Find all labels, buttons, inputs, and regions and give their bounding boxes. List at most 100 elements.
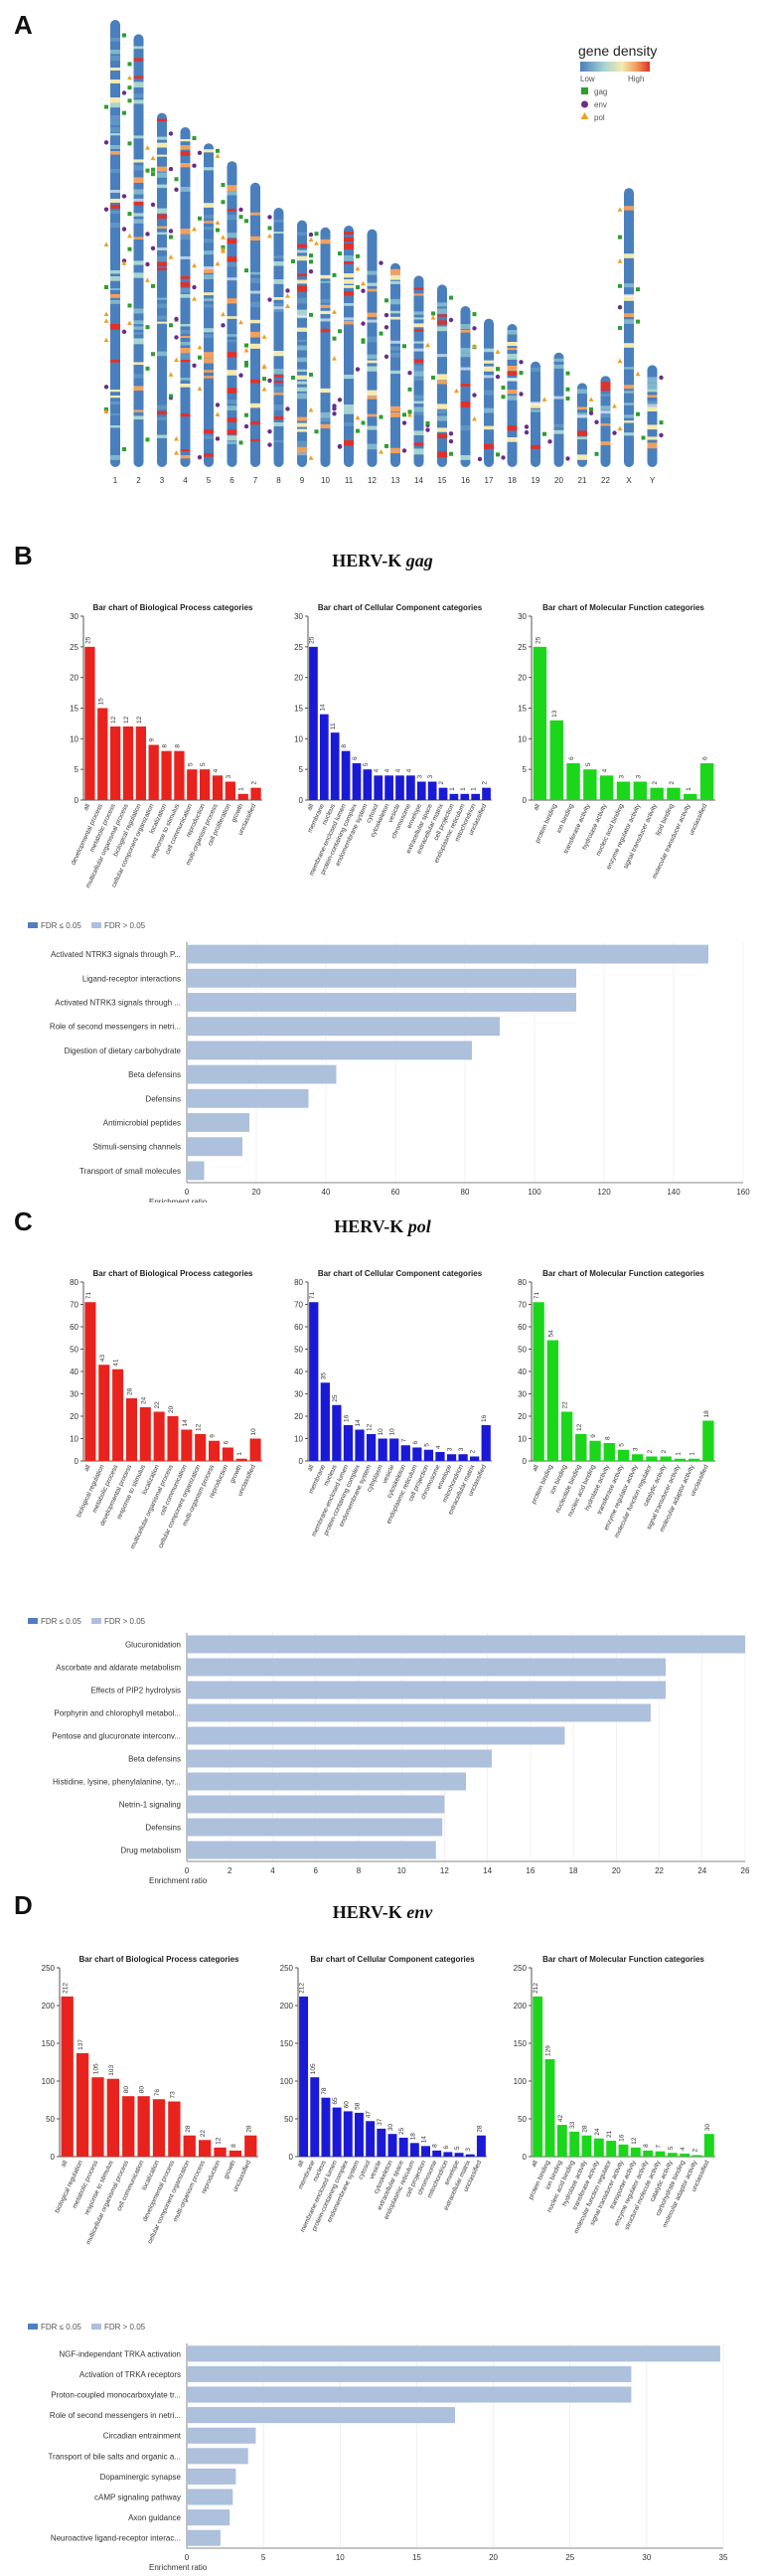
pathway-label: Digestion of dietary carbohydrate [65,1046,182,1055]
env-marker [383,325,389,330]
enrichment-bar [187,2386,632,2403]
bar [366,2121,376,2157]
gag-marker [267,226,272,231]
density-band [413,395,424,401]
bar [332,2107,342,2157]
density-band [367,282,378,286]
pol-marker [103,408,109,414]
data-label: 2 [482,781,489,785]
bar [384,775,393,800]
pathway-label: Dopaminergic synapse [100,2473,182,2482]
data-label: 4 [213,768,220,772]
bar [688,1458,700,1461]
env-marker [501,455,506,460]
chromosome-label: 5 [207,476,212,485]
env-marker [192,284,197,290]
density-band [273,422,284,426]
x-tick-label: 6 [313,1866,318,1875]
density-band [250,277,260,283]
pol-marker [121,260,127,265]
env-marker [145,232,150,237]
y-tick-label: 20 [518,1412,527,1421]
density-band [273,220,284,223]
gag-marker [216,228,220,233]
x-tick-label: 40 [322,1188,331,1197]
gag-marker [431,375,435,380]
data-label: 4 [602,768,609,772]
density-band [133,326,144,330]
density-band [367,425,378,430]
y-tick-label: 5 [75,765,79,774]
density-band [344,273,354,278]
density-band [204,334,214,339]
gag-marker [314,429,319,434]
density-band [297,375,307,380]
density-band [460,425,471,431]
bar [209,1440,221,1461]
data-label: 14 [421,2136,428,2144]
data-label: 5 [454,2146,461,2150]
bar [222,1447,233,1461]
enrichment-bar [187,1703,651,1722]
density-band [273,381,284,384]
density-band [204,203,214,208]
density-band [180,223,191,229]
env-marker [355,367,361,372]
density-band [344,243,354,249]
density-band [553,358,564,362]
data-label: 8 [162,744,169,748]
data-label: 5 [187,762,194,766]
density-band [180,378,191,381]
category-label: all [306,802,315,811]
env-marker [407,370,412,376]
density-band [204,149,214,153]
bar [454,2153,464,2157]
density-band [110,288,120,291]
env-marker [379,260,383,265]
bar [366,1434,377,1461]
density-band [204,358,214,364]
bar [575,1434,587,1461]
bar [581,2135,592,2157]
mf-chart-gag: Bar chart of Molecular Function categori… [518,603,715,881]
data-label: 105 [310,2063,317,2074]
gag-marker [618,235,622,240]
density-band [227,435,237,441]
data-label: 3 [619,775,626,779]
data-label: 1 [689,1452,696,1456]
pol-marker [145,277,150,282]
gag-marker [425,420,430,425]
data-label: 21 [606,2130,613,2138]
density-band [647,389,658,393]
data-label: 22 [200,2130,207,2138]
density-band [297,232,307,236]
data-label: 24 [140,1396,147,1404]
data-label: 16 [481,1414,488,1422]
fdr-sig-label: FDR ≤ 0.05 [41,921,81,930]
pol-marker [215,260,221,266]
y-tick-label: 40 [518,1368,527,1376]
bar [235,1458,247,1461]
density-band [227,334,237,337]
density-band [577,389,587,395]
y-tick-label: 30 [518,612,527,621]
density-band [157,291,167,295]
chromosome: 19 [524,361,547,485]
x-tick-label: 2 [228,1866,232,1875]
data-label: 9 [590,1434,597,1438]
data-label: 16 [343,1414,350,1422]
bar [229,2150,242,2157]
density-band [297,422,307,427]
density-band [227,429,237,435]
pathway-label: Glucuronidation [125,1641,181,1650]
data-label: 1 [471,787,478,791]
category-label: all [306,1463,315,1472]
data-label: 9 [210,1434,217,1438]
bp-chart-env: Bar chart of Biological Process categori… [42,1955,258,2246]
density-band [180,366,191,371]
data-label: 13 [551,710,558,718]
enrichment-bar [187,1064,337,1084]
chromosome-label: 7 [253,476,258,485]
y-tick-label: 15 [294,705,303,714]
density-band [110,68,120,71]
